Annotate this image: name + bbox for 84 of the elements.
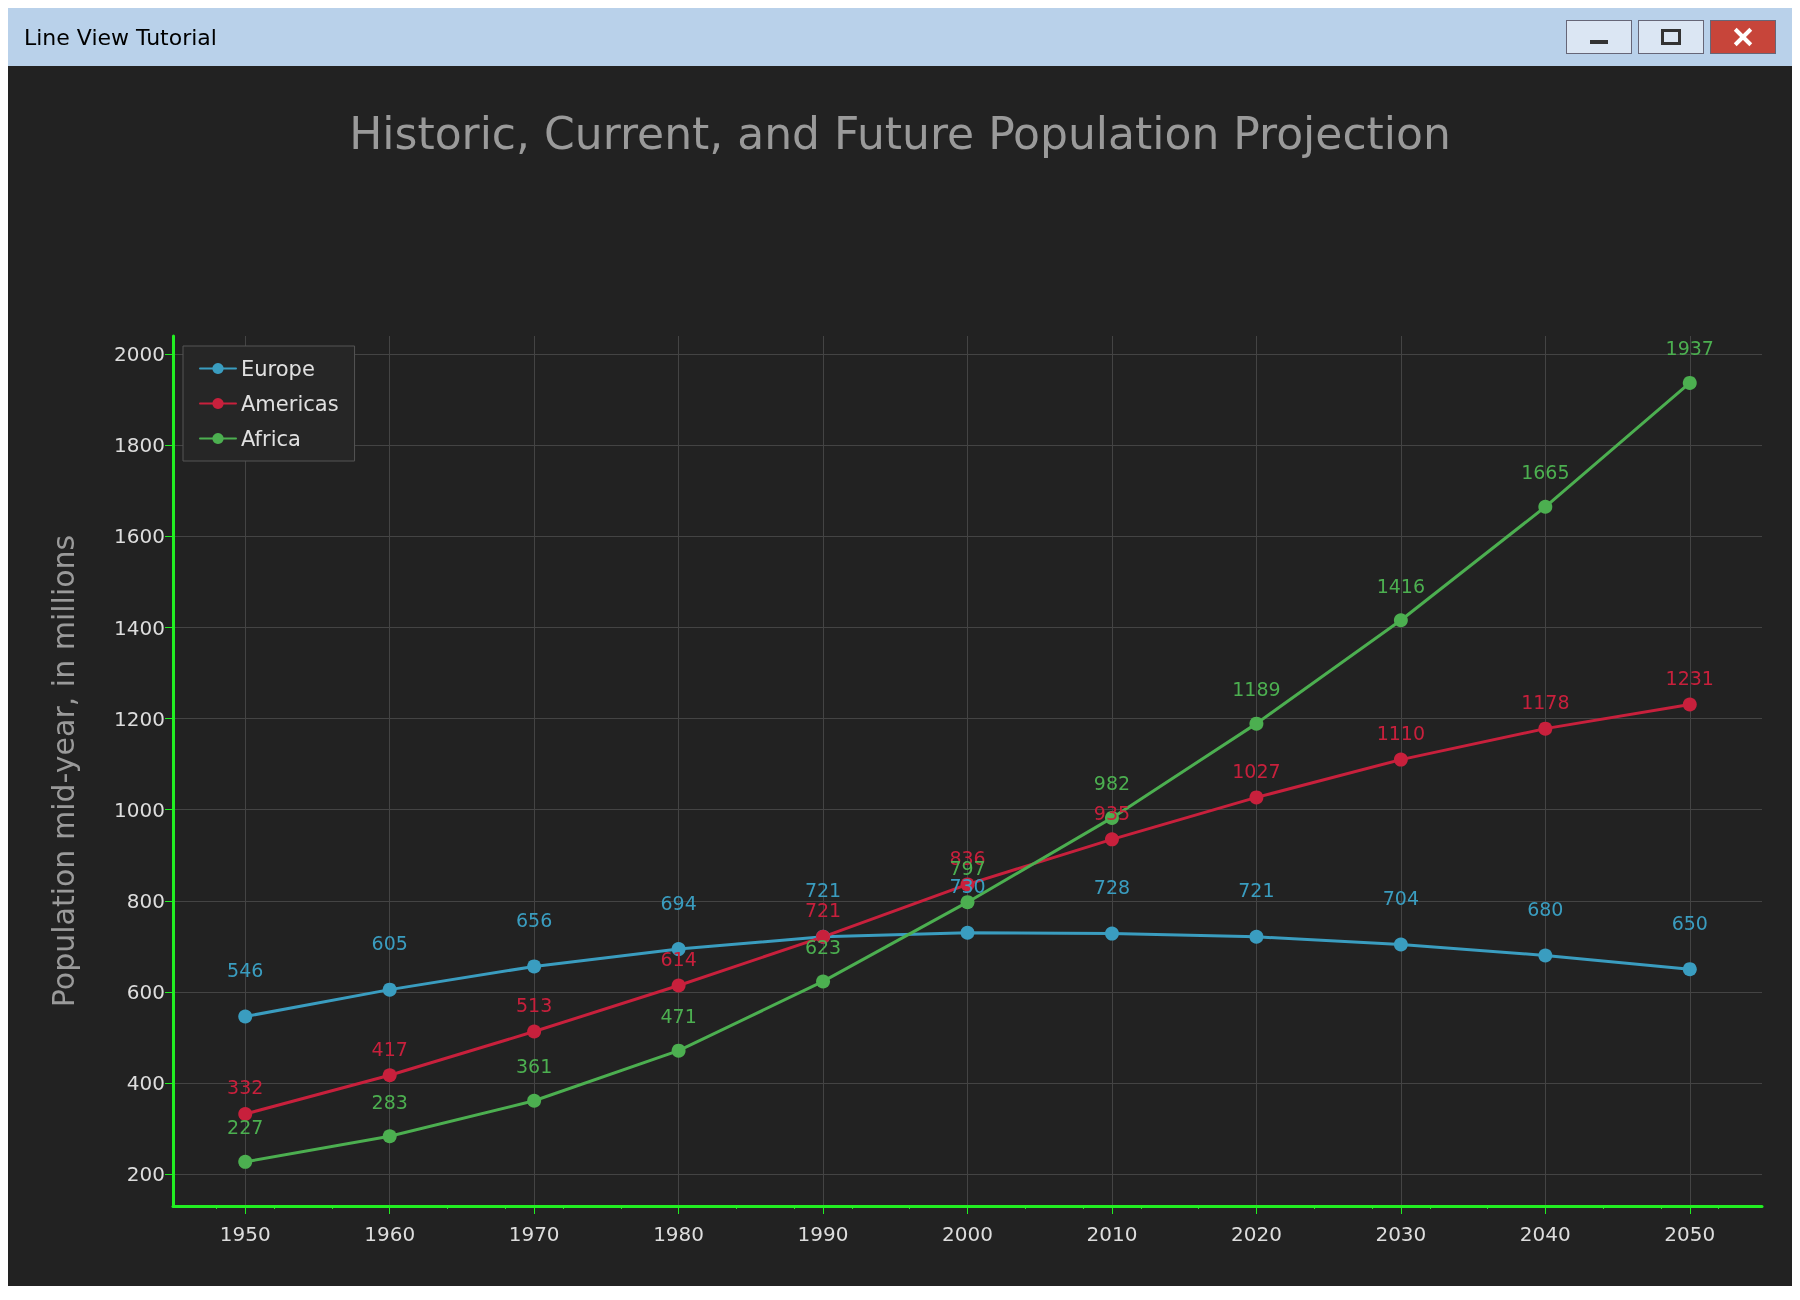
y-tick-label: 200 (126, 1162, 165, 1187)
data-label: 680 (1527, 897, 1564, 920)
y-tick-label: 800 (126, 888, 165, 913)
data-label: 728 (1093, 876, 1131, 899)
x-tick-label: 2050 (1664, 1222, 1716, 1246)
point (816, 974, 831, 989)
point (527, 1093, 542, 1108)
x-tick-label: 1980 (653, 1222, 705, 1246)
data-label: 721 (804, 899, 842, 922)
data-label: 704 (1382, 887, 1419, 910)
point (1249, 929, 1264, 944)
y-tick-label: 400 (126, 1071, 165, 1096)
y-tick-label: 1400 (114, 615, 165, 640)
point (671, 978, 686, 993)
point (960, 895, 975, 910)
y-tick-label: 600 (126, 979, 165, 1004)
point (1393, 752, 1408, 767)
point (1538, 948, 1553, 963)
legend-label: Europe (241, 356, 315, 381)
y-axis-title: Population mid-year, in millions (45, 534, 81, 1008)
data-label: 656 (516, 908, 553, 931)
data-label: 1178 (1521, 691, 1570, 714)
data-label: 1231 (1665, 667, 1714, 689)
point (1538, 499, 1553, 514)
data-label: 650 (1671, 911, 1708, 934)
x-tick-label: 2010 (1086, 1222, 1138, 1246)
data-label: 1027 (1232, 759, 1281, 782)
data-label: 605 (371, 932, 408, 955)
point (1393, 613, 1408, 628)
data-label: 614 (660, 948, 697, 971)
legend-label: Africa (241, 426, 301, 451)
data-label: 1665 (1521, 461, 1570, 484)
data-label: 1189 (1232, 678, 1281, 701)
point (1249, 790, 1264, 805)
chart-title: Historic, Current, and Future Population Projection (349, 107, 1451, 159)
y-tick-label: 1000 (114, 797, 165, 822)
point (238, 1106, 253, 1121)
data-label: 283 (371, 1090, 408, 1113)
point (1682, 375, 1697, 390)
data-label: 694 (660, 891, 697, 914)
point (960, 925, 975, 940)
y-tick-label: 1600 (114, 524, 165, 549)
legend-label: Americas (241, 391, 339, 416)
y-tick-label: 1800 (114, 433, 165, 458)
point (1393, 937, 1408, 952)
point (671, 1043, 686, 1058)
data-label: 1937 (1665, 337, 1714, 360)
text: Line View Tutorial (24, 24, 217, 50)
point (1104, 832, 1119, 847)
data-label: 982 (1093, 772, 1131, 795)
data-label: 227 (227, 1116, 264, 1139)
y-tick-label: 2000 (114, 342, 165, 367)
x-tick-label: 2000 (942, 1222, 993, 1246)
data-label: 721 (1238, 879, 1275, 902)
data-label: 361 (516, 1055, 553, 1078)
point (527, 1024, 542, 1039)
data-label: 513 (516, 994, 553, 1017)
x-tick-label: 1960 (364, 1222, 416, 1246)
data-label: 546 (227, 959, 264, 982)
point (238, 1009, 253, 1024)
point (1249, 716, 1264, 731)
point (1682, 697, 1697, 712)
point (527, 959, 542, 974)
x-tick-label: 2040 (1519, 1222, 1571, 1246)
point (382, 1129, 397, 1144)
y-tick-label: 1200 (114, 706, 165, 731)
data-label: 471 (660, 1005, 697, 1028)
x-tick-label: 2020 (1230, 1222, 1282, 1246)
data-label: 1110 (1376, 722, 1426, 745)
data-label: 332 (227, 1076, 264, 1099)
point (1104, 926, 1119, 941)
point (1538, 721, 1553, 736)
point (382, 982, 397, 997)
x-tick-label: 1950 (219, 1222, 271, 1246)
data-label: 623 (804, 935, 842, 958)
data-label: 417 (371, 1037, 408, 1060)
x-tick-label: 1970 (508, 1222, 560, 1246)
data-label: 721 (804, 879, 842, 902)
point (382, 1068, 397, 1083)
point (238, 1154, 253, 1169)
data-label: 1416 (1376, 574, 1426, 597)
x-tick-label: 1990 (797, 1222, 849, 1246)
point (1682, 962, 1697, 977)
x-tick-label: 2030 (1375, 1222, 1427, 1246)
